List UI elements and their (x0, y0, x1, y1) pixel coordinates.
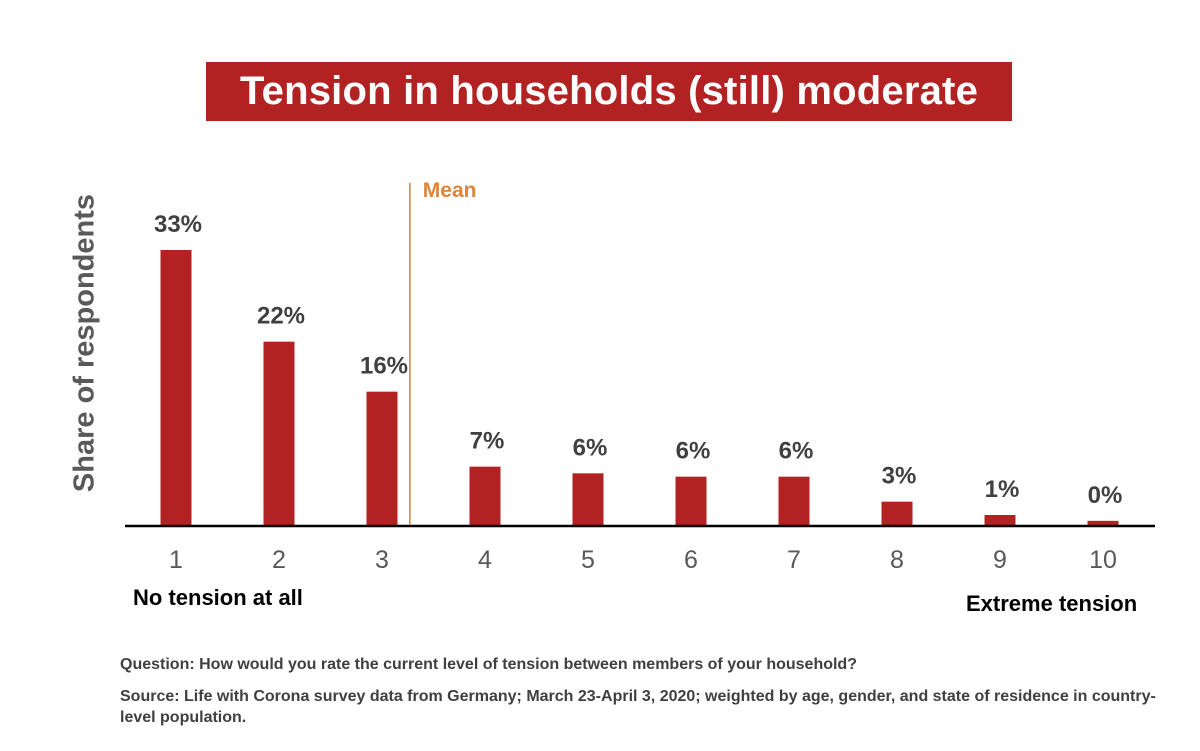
bar-1 (160, 250, 192, 525)
question-note: Question: How would you rate the current… (120, 656, 857, 673)
value-label-1: 33% (154, 211, 202, 238)
bar-3 (366, 391, 398, 525)
value-label-5: 6% (573, 434, 608, 461)
bar-9 (984, 515, 1016, 525)
source-note: Source: Life with Corona survey data fro… (120, 688, 1156, 726)
value-label-8: 3% (882, 463, 917, 490)
bar-5 (572, 473, 604, 525)
x-tick-label-7: 7 (787, 546, 801, 574)
y-axis-label: Share of respondents (68, 193, 101, 493)
mean-label: Mean (423, 179, 477, 202)
bar-7 (778, 476, 810, 525)
value-label-10: 0% (1088, 482, 1123, 509)
value-label-4: 7% (470, 428, 505, 455)
x-tick-label-6: 6 (684, 546, 698, 574)
value-label-9: 1% (985, 476, 1020, 503)
x-tick-label-5: 5 (581, 546, 595, 574)
x-tick-label-10: 10 (1089, 546, 1117, 574)
x-tick-label-3: 3 (375, 546, 389, 574)
value-label-2: 22% (257, 303, 305, 330)
x-tick-label-2: 2 (272, 546, 286, 574)
x-tick-label-8: 8 (890, 546, 904, 574)
x-tick-label-9: 9 (993, 546, 1007, 574)
chart-title: Tension in households (still) moderate (206, 62, 1012, 121)
bar-6 (675, 476, 707, 525)
x-high-end-label: Extreme tension (966, 591, 1138, 616)
bar-10 (1087, 520, 1119, 525)
value-label-3: 16% (360, 353, 408, 380)
x-low-end-label: No tension at all (133, 585, 303, 610)
x-tick-label-1: 1 (169, 546, 183, 574)
bar-4 (469, 466, 501, 525)
value-label-6: 6% (676, 438, 711, 465)
bar-2 (263, 341, 295, 525)
bar-8 (881, 501, 913, 525)
x-tick-label-4: 4 (478, 546, 492, 574)
value-label-7: 6% (779, 438, 814, 465)
